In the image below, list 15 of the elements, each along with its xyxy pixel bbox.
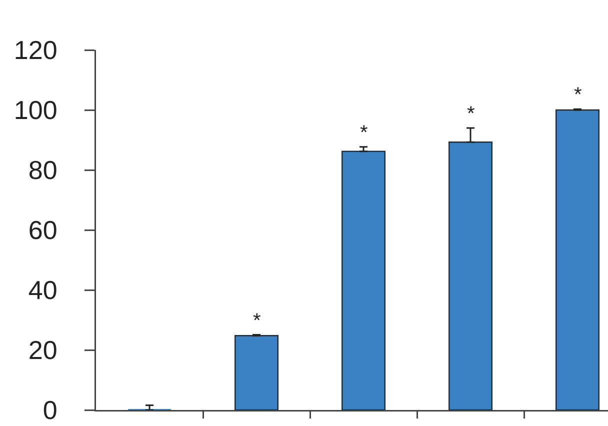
y-tick-label: 60	[28, 215, 58, 246]
y-tick-label: 0	[42, 395, 58, 426]
y-tick-label: 120	[14, 35, 58, 66]
annotation: *	[253, 310, 261, 332]
annotation: *	[360, 122, 368, 144]
y-tick-label: 100	[14, 95, 58, 126]
annotation: *	[574, 84, 582, 106]
bar	[556, 109, 600, 410]
y-tick-label: 80	[28, 155, 58, 186]
annotation: *	[467, 103, 475, 125]
y-tick-label: 40	[28, 275, 58, 306]
y-tick-label: 20	[28, 335, 58, 366]
bar	[448, 142, 492, 410]
bar	[342, 150, 386, 410]
bar	[234, 335, 278, 410]
